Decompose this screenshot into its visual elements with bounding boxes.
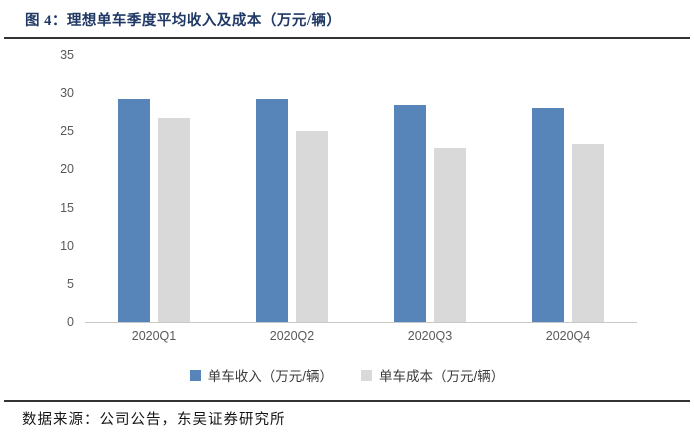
source-note: 数据来源：公司公告，东吴证券研究所 bbox=[22, 412, 286, 428]
plot-area bbox=[85, 55, 637, 323]
bar-group bbox=[361, 55, 499, 322]
legend-item: 单车成本（万元/辆） bbox=[361, 365, 504, 385]
x-axis-label: 2020Q2 bbox=[269, 329, 315, 343]
y-axis-tick: 0 bbox=[67, 315, 74, 329]
x-axis: 2020Q1 2020Q2 2020Q3 2020Q4 bbox=[85, 329, 637, 343]
bar-group bbox=[223, 55, 361, 322]
revenue-bar bbox=[532, 107, 564, 322]
legend: 单车收入（万元/辆） 单车成本（万元/辆） bbox=[0, 365, 694, 385]
revenue-bar bbox=[256, 99, 288, 322]
cost-bar bbox=[572, 144, 604, 322]
revenue-bar bbox=[118, 99, 150, 322]
y-axis: 35 30 25 20 15 10 5 0 bbox=[0, 45, 80, 335]
legend-item: 单车收入（万元/辆） bbox=[189, 365, 333, 385]
y-axis-tick: 30 bbox=[60, 86, 74, 101]
revenue-bar bbox=[394, 105, 426, 322]
cost-legend-swatch bbox=[361, 369, 372, 381]
y-axis-tick: 35 bbox=[60, 48, 74, 62]
revenue-legend-swatch bbox=[189, 369, 201, 381]
bar-group bbox=[85, 55, 223, 322]
bar-chart: 35 30 25 20 15 10 5 0 2020Q1 2020Q2 2020Q3 2020Q4 bbox=[0, 45, 694, 355]
title-rule bbox=[4, 37, 690, 39]
x-axis-label: 2020Q1 bbox=[131, 329, 177, 343]
y-axis-tick: 20 bbox=[60, 162, 74, 177]
y-axis-tick: 25 bbox=[60, 124, 74, 139]
bar-group bbox=[499, 55, 637, 322]
legend-label: 单车成本（万元/辆） bbox=[379, 369, 505, 384]
x-axis-label: 2020Q3 bbox=[407, 329, 453, 343]
legend-label: 单车收入（万元/辆） bbox=[207, 369, 333, 384]
y-axis-tick: 15 bbox=[60, 200, 74, 215]
cost-bar bbox=[158, 118, 190, 322]
cost-bar bbox=[296, 131, 328, 322]
footer-rule bbox=[4, 400, 690, 402]
y-axis-tick: 10 bbox=[60, 238, 74, 253]
x-axis-label: 2020Q4 bbox=[545, 329, 591, 343]
cost-bar bbox=[434, 148, 466, 322]
figure-title: 图 4：理想单车季度平均收入及成本（万元/辆） bbox=[25, 13, 342, 29]
y-axis-tick: 5 bbox=[67, 276, 74, 291]
